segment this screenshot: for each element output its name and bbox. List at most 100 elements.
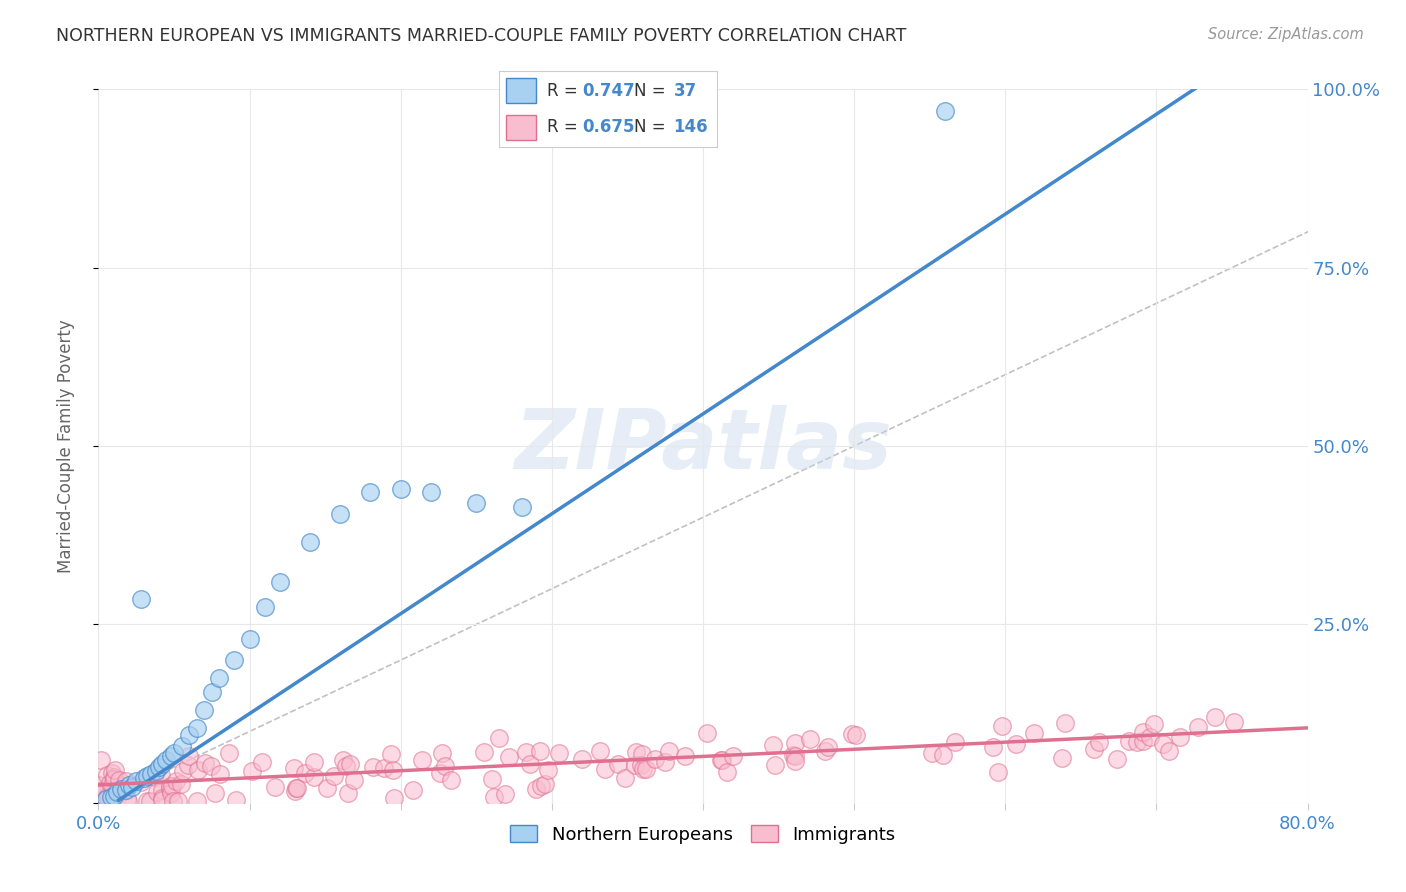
Point: [135, 769, 157, 783]
Point: [110, 781, 132, 796]
Text: R =: R =: [547, 82, 583, 100]
Point: [782, 747, 804, 762]
Point: [105, 785, 128, 799]
Point: [1132, 733, 1154, 747]
Text: ZIPatlas: ZIPatlas: [515, 406, 891, 486]
Point: [186, 794, 208, 808]
Point: [1050, 751, 1073, 765]
Point: [624, 745, 647, 759]
Point: [343, 773, 366, 788]
Point: [101, 766, 124, 780]
Bar: [506, 78, 536, 103]
Point: [115, 773, 138, 788]
Point: [285, 780, 308, 795]
Point: [172, 764, 194, 779]
Point: [208, 671, 231, 685]
Point: [152, 793, 174, 807]
Point: [100, 790, 122, 805]
Point: [177, 758, 200, 772]
Point: [103, 789, 125, 803]
Point: [593, 762, 616, 776]
Point: [1088, 734, 1111, 748]
Point: [630, 747, 652, 761]
Point: [711, 753, 734, 767]
Point: [991, 719, 1014, 733]
Text: Source: ZipAtlas.com: Source: ZipAtlas.com: [1208, 27, 1364, 42]
Point: [129, 592, 152, 607]
Point: [631, 762, 654, 776]
Point: [264, 780, 287, 794]
Point: [179, 728, 201, 742]
Point: [1222, 715, 1244, 730]
Point: [1143, 716, 1166, 731]
Point: [121, 780, 143, 794]
Point: [315, 781, 337, 796]
Point: [654, 756, 676, 770]
Point: [284, 784, 307, 798]
Point: [138, 794, 160, 808]
Point: [110, 786, 132, 800]
Point: [382, 791, 405, 805]
Point: [658, 744, 681, 758]
Point: [571, 752, 593, 766]
Point: [429, 766, 451, 780]
Point: [1004, 737, 1026, 751]
Point: [159, 779, 181, 793]
Point: [284, 780, 307, 795]
Point: [624, 758, 647, 772]
Point: [160, 779, 183, 793]
Point: [515, 745, 537, 759]
Point: [339, 757, 361, 772]
Point: [1168, 730, 1191, 744]
Point: [299, 535, 322, 549]
Point: [817, 739, 839, 754]
Point: [472, 745, 495, 759]
Point: [335, 759, 357, 773]
Point: [283, 761, 305, 775]
Point: [114, 783, 136, 797]
Point: [465, 496, 488, 510]
Point: [115, 792, 138, 806]
Point: [799, 732, 821, 747]
Point: [1083, 741, 1105, 756]
Point: [1053, 716, 1076, 731]
Text: NORTHERN EUROPEAN VS IMMIGRANTS MARRIED-COUPLE FAMILY POVERTY CORRELATION CHART: NORTHERN EUROPEAN VS IMMIGRANTS MARRIED-…: [56, 27, 907, 45]
Point: [187, 763, 209, 777]
Point: [763, 758, 786, 772]
Point: [482, 789, 505, 804]
Point: [1204, 710, 1226, 724]
Point: [613, 771, 636, 785]
Y-axis label: Married-Couple Family Poverty: Married-Couple Family Poverty: [56, 319, 75, 573]
Point: [136, 794, 159, 808]
Point: [783, 736, 806, 750]
Point: [96, 768, 118, 782]
Point: [380, 747, 402, 762]
Point: [100, 779, 122, 793]
Text: 146: 146: [673, 119, 709, 136]
Point: [129, 774, 152, 789]
Point: [814, 744, 837, 758]
Point: [402, 783, 425, 797]
Point: [1152, 737, 1174, 751]
Point: [167, 794, 190, 808]
Point: [96, 789, 118, 804]
Point: [132, 771, 155, 785]
Text: N =: N =: [634, 119, 671, 136]
Point: [510, 500, 533, 514]
Point: [536, 763, 558, 777]
Point: [302, 770, 325, 784]
Point: [204, 786, 226, 800]
Point: [89, 784, 111, 798]
Point: [373, 761, 395, 775]
Point: [150, 791, 173, 805]
Text: 0.747: 0.747: [582, 82, 634, 100]
Point: [193, 703, 215, 717]
Point: [111, 782, 134, 797]
Point: [630, 757, 652, 772]
Point: [987, 764, 1010, 779]
Point: [716, 764, 738, 779]
Point: [239, 632, 262, 646]
Point: [981, 739, 1004, 754]
Point: [269, 574, 291, 589]
Point: [149, 768, 172, 782]
